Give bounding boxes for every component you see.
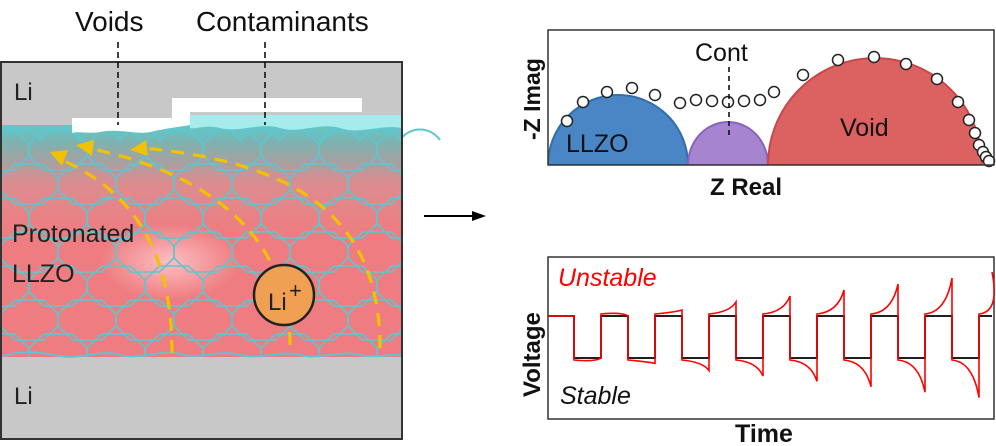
unstable-trace xyxy=(548,271,995,398)
impedance-point xyxy=(951,95,965,109)
impedance-ylabel: -Z Imag xyxy=(519,58,545,140)
contaminants-label: Contaminants xyxy=(196,6,369,37)
grain xyxy=(435,198,493,238)
voltage-ylabel: Voltage xyxy=(519,312,546,397)
impedance-point xyxy=(689,93,703,107)
impedance-plot: LLZO Cont Void -Z Imag Z Real xyxy=(519,29,996,201)
impedance-point xyxy=(705,94,719,108)
top-electrode-label: Li xyxy=(14,79,33,106)
cont-arc xyxy=(686,121,770,165)
grain xyxy=(347,163,402,205)
impedance-point xyxy=(648,88,662,102)
bottom-edge xyxy=(0,351,403,358)
impedance-point xyxy=(767,85,781,99)
bottom-electrode-label: Li xyxy=(14,383,33,410)
impedance-point xyxy=(737,94,751,108)
ion-label: Li xyxy=(268,289,287,316)
grain xyxy=(435,130,493,170)
impedance-point xyxy=(625,81,639,95)
grain xyxy=(406,232,464,272)
grain xyxy=(28,333,88,357)
diffusion-arrowheads xyxy=(50,140,148,166)
impedance-point xyxy=(721,95,735,109)
grain xyxy=(86,333,146,357)
grain xyxy=(406,300,464,340)
impedance-xlabel: Z Real xyxy=(710,174,782,201)
arc-label-cont: Cont xyxy=(695,39,748,67)
voltage-frame xyxy=(547,256,995,420)
lithium-ion xyxy=(252,263,316,327)
cell-schematic: Li + Li Li Protonated LLZO xyxy=(0,61,522,440)
voltage-plot: Unstable Stable Voltage Time xyxy=(519,256,995,446)
cell-frame xyxy=(0,61,403,440)
grain xyxy=(435,334,493,374)
grain xyxy=(202,333,262,357)
stable-label: Stable xyxy=(560,382,631,410)
impedance-data-points xyxy=(560,50,996,168)
grain xyxy=(144,333,204,357)
impedance-point xyxy=(600,85,614,99)
voltage-xlabel: Time xyxy=(735,420,793,446)
voids-label: Voids xyxy=(75,6,144,37)
impedance-point xyxy=(968,126,982,140)
grain xyxy=(406,164,464,204)
grain xyxy=(464,164,522,204)
impedance-point xyxy=(930,72,944,86)
grain xyxy=(347,299,402,341)
diffusion-paths xyxy=(61,146,382,354)
electrolyte-label-line1: Protonated xyxy=(12,220,134,248)
impedance-point xyxy=(560,114,574,128)
impedance-point xyxy=(576,95,590,109)
impedance-frame xyxy=(547,29,995,166)
arc-label-llzo: LLZO xyxy=(566,130,629,158)
void-layer xyxy=(72,98,362,133)
impedance-point xyxy=(899,57,913,71)
ion-charge: + xyxy=(289,278,302,303)
impedance-point xyxy=(831,53,845,67)
impedance-point xyxy=(753,93,767,107)
arc-label-void: Void xyxy=(840,114,889,142)
right-arrow-icon xyxy=(424,211,486,221)
llzo-electrolyte xyxy=(0,125,522,374)
unstable-label: Unstable xyxy=(558,264,657,292)
grain xyxy=(260,333,320,357)
contaminant-layer xyxy=(190,115,402,131)
grain xyxy=(464,232,522,272)
impedance-point xyxy=(962,113,976,127)
impedance-point xyxy=(796,68,810,82)
grain xyxy=(347,231,402,273)
grain xyxy=(318,333,378,357)
grain xyxy=(435,266,493,306)
impedance-point xyxy=(867,50,881,64)
impedance-point xyxy=(673,96,687,110)
llzo-arc xyxy=(548,94,690,165)
electrolyte-label-line2: LLZO xyxy=(12,260,75,288)
grain xyxy=(464,300,522,340)
surface-edge xyxy=(0,128,441,142)
